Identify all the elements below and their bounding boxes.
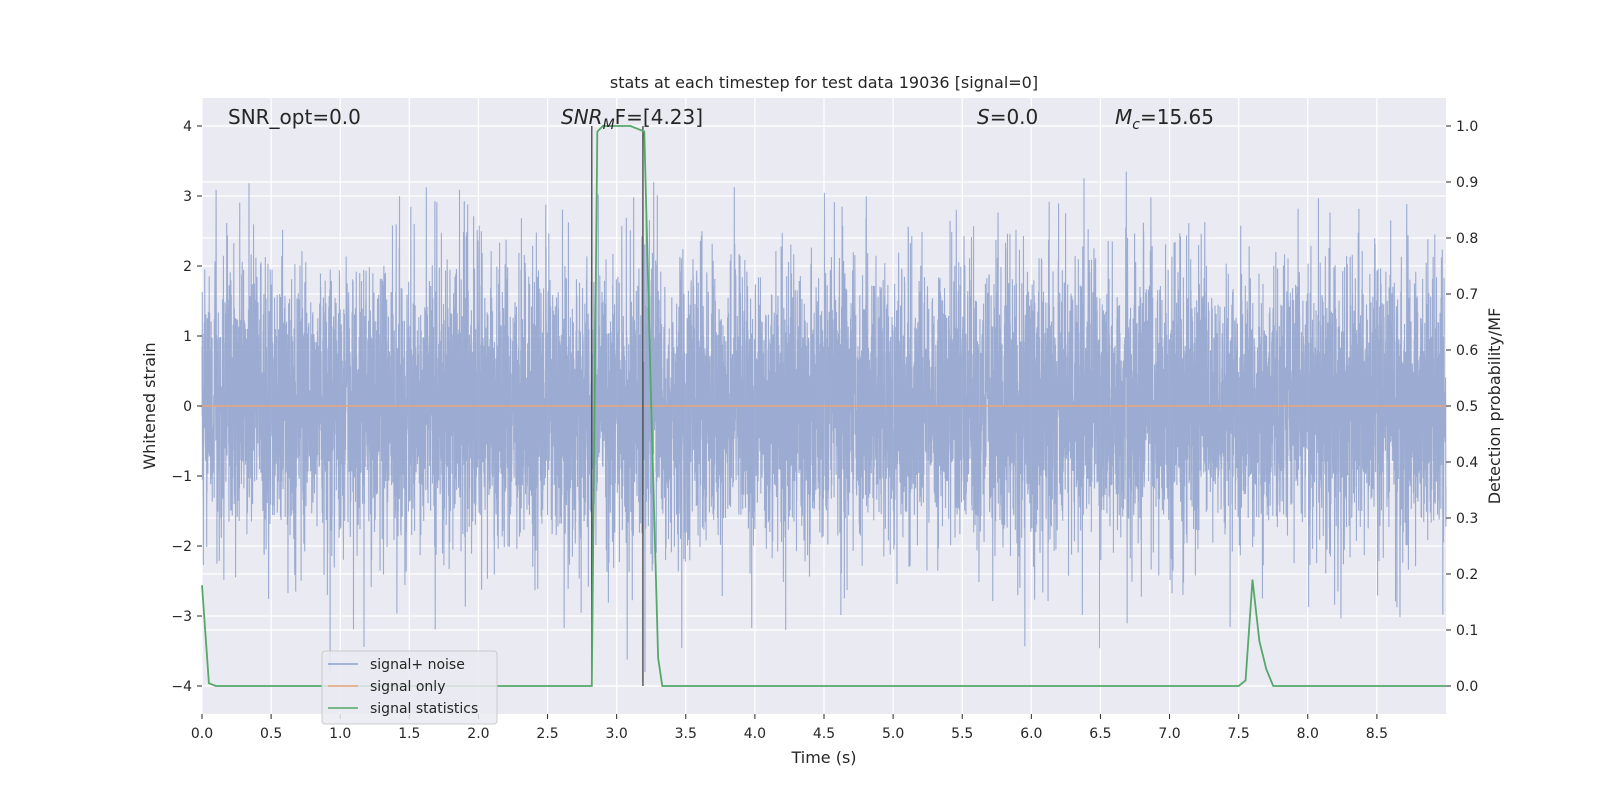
- x-tick-label: 6.0: [1020, 726, 1042, 742]
- x-tick-label: 2.5: [536, 726, 558, 742]
- chart-title: stats at each timestep for test data 190…: [610, 73, 1038, 92]
- y-right-tick-label: 0.1: [1456, 623, 1478, 639]
- y-tick-label: −4: [171, 679, 192, 695]
- x-tick-label: 5.0: [882, 726, 904, 742]
- y-right-tick-label: 0.9: [1456, 175, 1478, 191]
- x-tick-label: 3.5: [675, 726, 697, 742]
- x-tick-label: 3.0: [606, 726, 628, 742]
- y-axis-right-label: Detection probability/MF: [1485, 308, 1504, 505]
- y-tick-label: 1: [183, 329, 192, 345]
- annotation-s: S=0.0: [977, 105, 1038, 129]
- y-axis-right-ticks: 1.0 0.9 0.8 0.7 0.6 0.5 0.4 0.3 0.2 0.1 0.0: [1446, 119, 1478, 695]
- y-right-tick-label: 0.4: [1456, 455, 1478, 471]
- y-right-tick-label: 0.2: [1456, 567, 1478, 583]
- x-tick-label: 0.0: [191, 726, 213, 742]
- annotation-mc-value: =15.65: [1140, 105, 1214, 129]
- annotation-mc: Mc=15.65: [1115, 105, 1214, 133]
- annotation-snr-opt: SNR_opt=0.0: [228, 105, 361, 129]
- y-tick-label: −3: [171, 609, 192, 625]
- y-tick-label: 0: [183, 399, 192, 415]
- y-right-tick-label: 0.0: [1456, 679, 1478, 695]
- y-right-tick-label: 0.7: [1456, 287, 1478, 303]
- x-tick-label: 8.5: [1366, 726, 1388, 742]
- y-axis-ticks: 4 3 2 1 0 −1 −2 −3 −4: [171, 119, 202, 695]
- annotation-snr-mf-subscript: M: [603, 117, 615, 133]
- signal-noise-line: [201, 171, 1447, 673]
- x-tick-label: 5.5: [951, 726, 973, 742]
- y-right-tick-label: 0.8: [1456, 231, 1478, 247]
- annotation-snr-mf: SNRMF=[4.23]: [561, 105, 703, 133]
- x-tick-label: 8.0: [1297, 726, 1319, 742]
- x-axis-label: Time (s): [790, 748, 856, 767]
- annotation-s-value: =0.0: [990, 105, 1039, 129]
- legend-box: [321, 650, 498, 725]
- y-tick-label: −2: [171, 539, 192, 555]
- annotation-snr-mf-value: F=[4.23]: [615, 105, 703, 129]
- legend: signal+ noise signal only signal statist…: [321, 650, 498, 725]
- y-right-tick-label: 0.5: [1456, 399, 1478, 415]
- x-tick-label: 1.0: [329, 726, 351, 742]
- series-signal-noise: [201, 171, 1447, 673]
- legend-label-signal-noise: signal+ noise: [370, 657, 465, 673]
- x-tick-label: 1.5: [398, 726, 420, 742]
- legend-label-signal-only: signal only: [370, 679, 445, 695]
- vertical-markers: [591, 126, 644, 686]
- x-tick-label: 4.5: [813, 726, 835, 742]
- x-tick-label: 6.5: [1089, 726, 1111, 742]
- y-tick-label: −1: [171, 469, 192, 485]
- annotation-snr-mf-symbol: SNR: [561, 105, 603, 129]
- x-axis-ticks: 0.0 0.5 1.0 1.5 2.0 2.5 3.0 3.5 4.0 4.5 5.0 5.5 6.0 6…: [191, 714, 1388, 742]
- y-tick-label: 4: [183, 119, 192, 135]
- y-tick-label: 3: [183, 189, 192, 205]
- x-tick-label: 2.0: [467, 726, 489, 742]
- annotation-mc-symbol: M: [1115, 105, 1132, 129]
- y-right-tick-label: 0.6: [1456, 343, 1478, 359]
- legend-label-signal-statistics: signal statistics: [370, 701, 478, 717]
- annotation-mc-subscript: c: [1132, 117, 1140, 133]
- y-right-tick-label: 1.0: [1456, 119, 1478, 135]
- x-tick-label: 7.0: [1158, 726, 1180, 742]
- x-tick-label: 7.5: [1228, 726, 1250, 742]
- y-tick-label: 2: [183, 259, 192, 275]
- x-tick-label: 4.0: [744, 726, 766, 742]
- y-right-tick-label: 0.3: [1456, 511, 1478, 527]
- x-tick-label: 0.5: [260, 726, 282, 742]
- y-axis-label: Whitened strain: [140, 342, 159, 469]
- annotation-s-symbol: S: [977, 105, 990, 129]
